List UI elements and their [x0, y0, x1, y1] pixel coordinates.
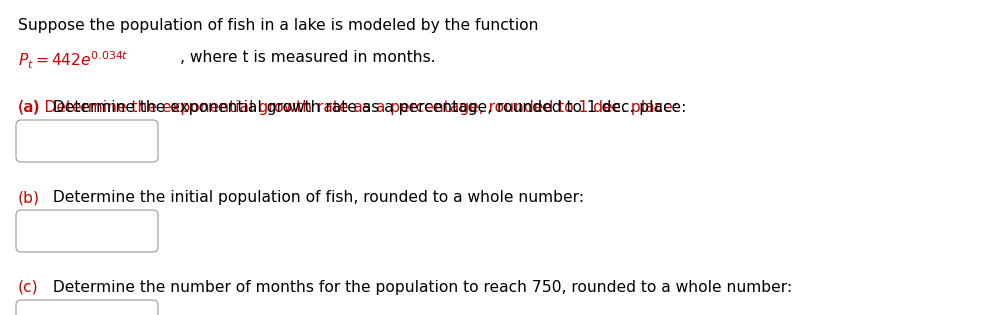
Text: (a) Determine the exponential growth rate as a percentage, rounded to 1 dec. pla: (a) Determine the exponential growth rat… [18, 100, 678, 115]
Text: Determine the exponential growth rate as a percentage, rounded to 1 dec. place:: Determine the exponential growth rate as… [48, 100, 686, 115]
Text: Determine the number of months for the population to reach 750, rounded to a who: Determine the number of months for the p… [48, 280, 792, 295]
Text: (a): (a) [18, 100, 39, 115]
Text: Suppose the population of fish in a lake is modeled by the function: Suppose the population of fish in a lake… [18, 18, 539, 33]
Text: Determine the initial population of fish, rounded to a whole number:: Determine the initial population of fish… [48, 190, 584, 205]
Text: (b): (b) [18, 190, 40, 205]
Text: , where t is measured in months.: , where t is measured in months. [180, 50, 435, 65]
Text: $P_t = 442e^{0.034t}$: $P_t = 442e^{0.034t}$ [18, 50, 129, 72]
FancyBboxPatch shape [16, 300, 158, 315]
FancyBboxPatch shape [16, 210, 158, 252]
FancyBboxPatch shape [16, 120, 158, 162]
Text: (c): (c) [18, 280, 38, 295]
